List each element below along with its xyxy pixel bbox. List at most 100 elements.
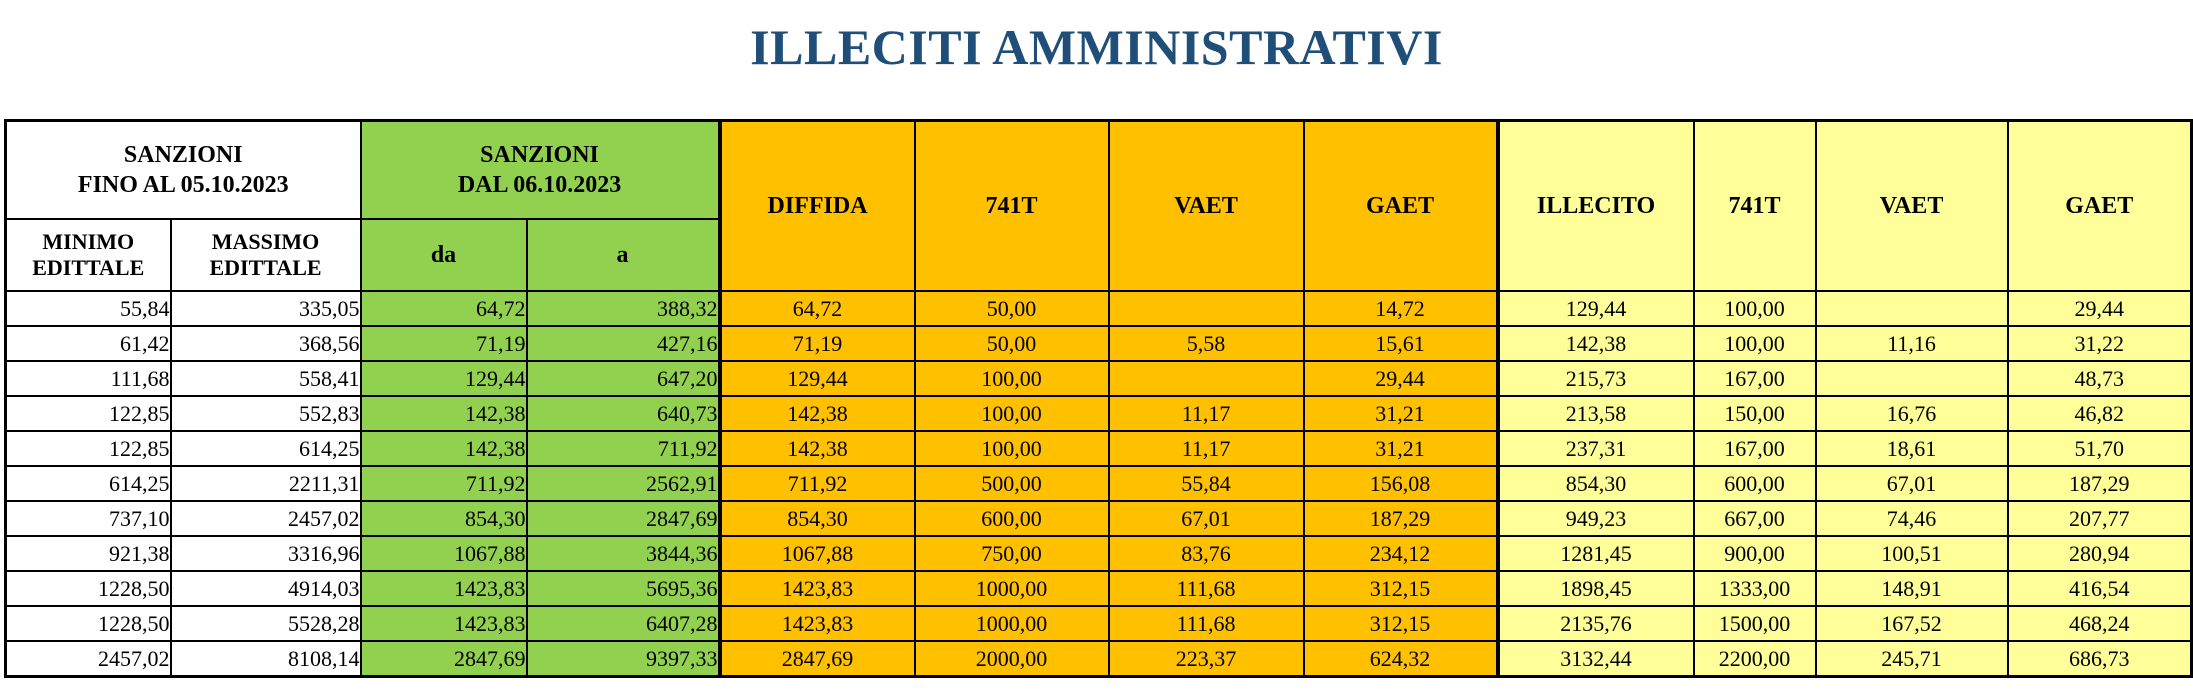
cell-da: 64,72	[359, 290, 528, 327]
cell-gaet-diffida: 187,29	[1302, 500, 1499, 537]
cell-illecito: 237,31	[1495, 430, 1695, 467]
cell-741t-diffida: 2000,00	[913, 640, 1110, 678]
table-row: 1228,50 4914,03 1423,83 5695,36 1423,83 1000,…	[4, 570, 2193, 607]
header-massimo-line1: MASSIMO	[211, 229, 320, 254]
cell-vaet-illecito: 245,71	[1814, 640, 2009, 678]
cell-gaet-diffida: 312,15	[1302, 570, 1499, 607]
cell-diffida: 854,30	[717, 500, 916, 537]
cell-da: 71,19	[359, 325, 528, 362]
cell-gaet-illecito: 29,44	[2006, 290, 2193, 327]
table-row: 122,85 552,83 142,38 640,73 142,38 100,00 11,1…	[4, 395, 2193, 432]
cell-minimo: 737,10	[4, 500, 172, 537]
cell-minimo: 614,25	[4, 465, 172, 502]
cell-741t-diffida: 100,00	[913, 430, 1110, 467]
header-minimo-edittale: MINIMO EDITTALE	[4, 218, 172, 292]
cell-illecito: 949,23	[1495, 500, 1695, 537]
cell-a: 640,73	[525, 395, 721, 432]
cell-vaet-diffida	[1107, 290, 1305, 327]
cell-a: 388,32	[525, 290, 721, 327]
cell-vaet-diffida: 11,17	[1107, 430, 1305, 467]
cell-741t-illecito: 667,00	[1692, 500, 1817, 537]
cell-vaet-illecito: 167,52	[1814, 605, 2009, 642]
cell-illecito: 142,38	[1495, 325, 1695, 362]
cell-minimo: 111,68	[4, 360, 172, 397]
cell-da: 2847,69	[359, 640, 528, 678]
table-row: 614,25 2211,31 711,92 2562,91 711,92 500,00 55…	[4, 465, 2193, 502]
table-row: 61,42 368,56 71,19 427,16 71,19 50,00 5,58 15,6…	[4, 325, 2193, 362]
cell-741t-illecito: 167,00	[1692, 360, 1817, 397]
cell-massimo: 335,05	[169, 290, 362, 327]
cell-a: 9397,33	[525, 640, 721, 678]
table-row: 2457,02 8108,14 2847,69 9397,33 2847,69 2000,…	[4, 640, 2193, 678]
cell-illecito: 213,58	[1495, 395, 1695, 432]
cell-741t-illecito: 2200,00	[1692, 640, 1817, 678]
cell-vaet-illecito: 18,61	[1814, 430, 2009, 467]
cell-diffida: 71,19	[717, 325, 916, 362]
cell-gaet-illecito: 207,77	[2006, 500, 2193, 537]
cell-gaet-illecito: 31,22	[2006, 325, 2193, 362]
header-diffida: DIFFIDA	[717, 119, 916, 292]
cell-741t-diffida: 1000,00	[913, 570, 1110, 607]
cell-minimo: 1228,50	[4, 570, 172, 607]
header-sanzioni-fino-line1: SANZIONI	[123, 142, 243, 168]
cell-vaet-diffida: 55,84	[1107, 465, 1305, 502]
cell-massimo: 614,25	[169, 430, 362, 467]
cell-vaet-illecito: 11,16	[1814, 325, 2009, 362]
cell-da: 1067,88	[359, 535, 528, 572]
cell-741t-diffida: 750,00	[913, 535, 1110, 572]
cell-da: 854,30	[359, 500, 528, 537]
header-sanzioni-fino-line2: FINO AL 05.10.2023	[77, 172, 289, 198]
cell-da: 129,44	[359, 360, 528, 397]
cell-diffida: 1423,83	[717, 605, 916, 642]
header-minimo-line1: MINIMO	[42, 229, 135, 254]
cell-minimo: 55,84	[4, 290, 172, 327]
cell-illecito: 2135,76	[1495, 605, 1695, 642]
cell-gaet-illecito: 187,29	[2006, 465, 2193, 502]
page-title: ILLECITI AMMINISTRATIVI	[750, 19, 1443, 75]
cell-741t-illecito: 900,00	[1692, 535, 1817, 572]
cell-741t-illecito: 1333,00	[1692, 570, 1817, 607]
table-row: 111,68 558,41 129,44 647,20 129,44 100,00 29,4…	[4, 360, 2193, 397]
cell-741t-diffida: 1000,00	[913, 605, 1110, 642]
cell-vaet-diffida	[1107, 360, 1305, 397]
cell-741t-diffida: 600,00	[913, 500, 1110, 537]
cell-741t-diffida: 100,00	[913, 395, 1110, 432]
header-vaet-diffida: VAET	[1107, 119, 1305, 292]
cell-minimo: 61,42	[4, 325, 172, 362]
header-illecito: ILLECITO	[1495, 119, 1695, 292]
cell-minimo: 122,85	[4, 395, 172, 432]
cell-741t-illecito: 1500,00	[1692, 605, 1817, 642]
cell-illecito: 1281,45	[1495, 535, 1695, 572]
cell-minimo: 2457,02	[4, 640, 172, 678]
cell-gaet-diffida: 312,15	[1302, 605, 1499, 642]
cell-741t-illecito: 100,00	[1692, 325, 1817, 362]
cell-gaet-illecito: 468,24	[2006, 605, 2193, 642]
header-da: da	[359, 218, 528, 292]
header-741t-diffida: 741T	[913, 119, 1110, 292]
cell-gaet-diffida: 14,72	[1302, 290, 1499, 327]
cell-vaet-illecito: 16,76	[1814, 395, 2009, 432]
cell-illecito: 1898,45	[1495, 570, 1695, 607]
header-gaet-illecito: GAET	[2006, 119, 2193, 292]
cell-gaet-illecito: 48,73	[2006, 360, 2193, 397]
cell-massimo: 8108,14	[169, 640, 362, 678]
cell-vaet-illecito: 100,51	[1814, 535, 2009, 572]
header-massimo-line2: EDITTALE	[209, 255, 322, 280]
header-minimo-line2: EDITTALE	[32, 255, 145, 280]
cell-741t-illecito: 150,00	[1692, 395, 1817, 432]
cell-a: 427,16	[525, 325, 721, 362]
cell-741t-diffida: 500,00	[913, 465, 1110, 502]
cell-illecito: 129,44	[1495, 290, 1695, 327]
cell-vaet-diffida: 223,37	[1107, 640, 1305, 678]
cell-vaet-illecito	[1814, 360, 2009, 397]
cell-vaet-illecito: 67,01	[1814, 465, 2009, 502]
cell-massimo: 4914,03	[169, 570, 362, 607]
cell-diffida: 129,44	[717, 360, 916, 397]
table-row: 921,38 3316,96 1067,88 3844,36 1067,88 750,00…	[4, 535, 2193, 572]
cell-illecito: 854,30	[1495, 465, 1695, 502]
cell-vaet-illecito	[1814, 290, 2009, 327]
cell-gaet-diffida: 29,44	[1302, 360, 1499, 397]
cell-vaet-diffida: 111,68	[1107, 605, 1305, 642]
cell-vaet-diffida: 83,76	[1107, 535, 1305, 572]
table-row: 55,84 335,05 64,72 388,32 64,72 50,00 14,72 129…	[4, 290, 2193, 327]
